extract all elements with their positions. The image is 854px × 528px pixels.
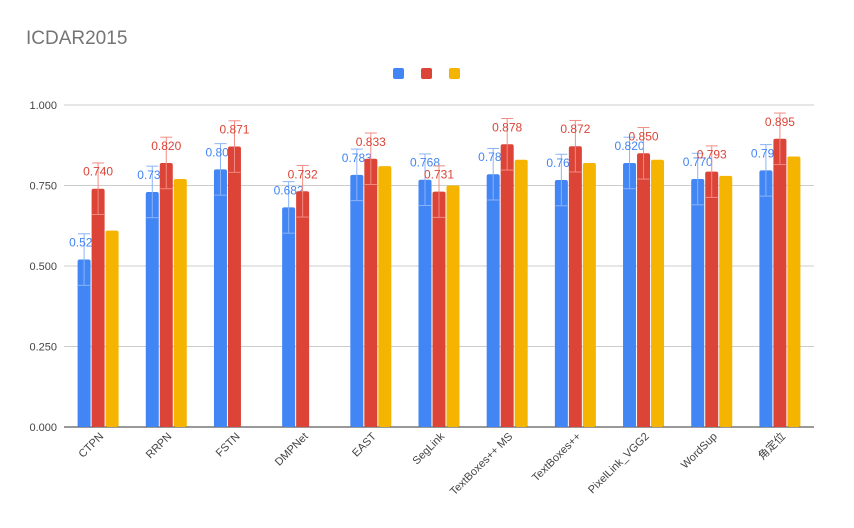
bar (91, 188, 105, 427)
x-tick-label: EAST (350, 430, 379, 459)
bar (705, 171, 719, 427)
data-label: 0.740 (83, 165, 113, 179)
x-tick-label: CTPN (77, 431, 107, 461)
bar (637, 153, 651, 428)
bar (691, 179, 705, 427)
x-tick-label: FSTN (214, 431, 243, 460)
bar (378, 166, 392, 427)
bar (759, 170, 773, 427)
bar (719, 175, 733, 427)
bar (554, 180, 568, 427)
bar (568, 146, 582, 427)
data-label: 0.878 (492, 120, 522, 134)
bar (500, 144, 514, 427)
bar (514, 159, 528, 428)
legend-swatch (421, 68, 432, 79)
bar (773, 138, 787, 427)
x-tick-label: TextBoxes++ MS (448, 431, 515, 498)
data-label: 0.833 (356, 135, 386, 149)
bar (105, 230, 119, 427)
bar (787, 156, 801, 427)
bar (418, 179, 432, 427)
bar (446, 185, 460, 427)
bar (77, 259, 91, 427)
x-tick-label: SegLink (411, 430, 448, 467)
data-label: 0.731 (424, 168, 454, 182)
bar (227, 146, 241, 427)
legend-swatch (393, 68, 404, 79)
y-tick-label: 1.000 (29, 100, 57, 112)
data-label: 0.768 (410, 156, 440, 170)
bar (213, 169, 227, 427)
bar (486, 174, 500, 427)
y-tick-label: 0.000 (29, 422, 57, 434)
y-tick-label: 0.750 (29, 181, 57, 193)
data-label: 0.820 (615, 139, 645, 153)
data-label: 0.850 (629, 129, 659, 143)
data-label: 0.820 (151, 139, 181, 153)
bar (173, 179, 187, 427)
bar (296, 191, 310, 427)
x-tick-label: DMPNet (273, 431, 311, 469)
x-tick-label: WordSup (679, 431, 720, 472)
y-tick-label: 0.250 (29, 342, 57, 354)
bar (145, 191, 159, 427)
bar (364, 158, 378, 428)
bar (651, 159, 665, 428)
bar (582, 162, 596, 427)
bar (623, 162, 637, 427)
y-tick-label: 0.500 (29, 261, 57, 273)
x-tick-label: TextBoxes++ (530, 431, 583, 484)
bar (282, 207, 296, 427)
data-label: 0.871 (219, 123, 249, 137)
bar (432, 191, 446, 427)
chart-title: ICDAR2015 (26, 28, 128, 49)
x-tick-label: RRPN (144, 431, 175, 462)
x-tick-label: 角定位 (755, 429, 788, 462)
data-label: 0.895 (765, 115, 795, 129)
bar (350, 174, 364, 427)
bar (159, 162, 173, 427)
data-label: 0.872 (560, 122, 590, 136)
data-label: 0.732 (288, 167, 318, 181)
data-label: 0.793 (697, 148, 727, 162)
x-tick-label: PixelLink_VGG2 (586, 431, 652, 497)
legend-swatch (449, 68, 460, 79)
data-label: 0.770 (683, 155, 713, 169)
